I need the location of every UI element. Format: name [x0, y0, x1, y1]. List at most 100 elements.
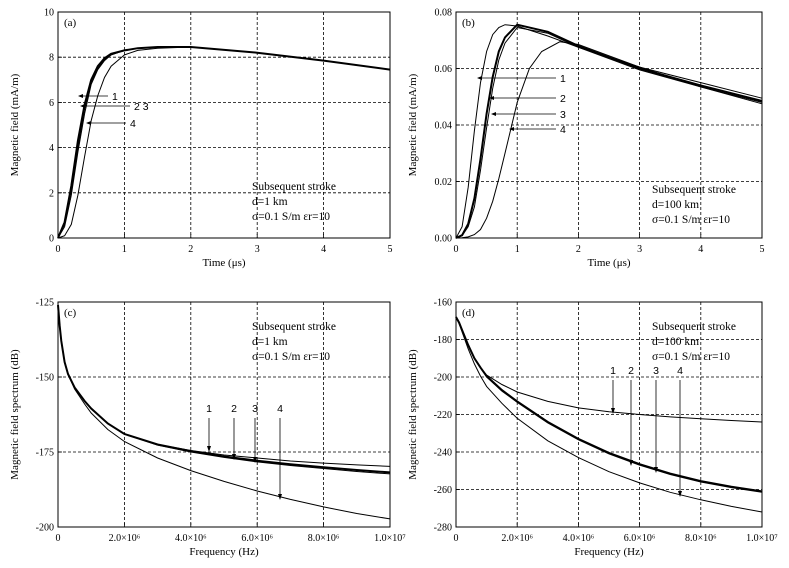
- y-tick-label: 0.06: [435, 64, 453, 75]
- arrow-head: [86, 121, 91, 125]
- y-tick-label: -200: [36, 523, 54, 534]
- curve-label-1: 1: [560, 73, 566, 85]
- arrow-head: [654, 467, 658, 473]
- y-tick-label: -175: [36, 448, 54, 459]
- x-tick-label: 6.0×10⁶: [241, 533, 273, 544]
- curve-label-4: 4: [677, 365, 683, 377]
- x-tick-label: 5: [760, 244, 765, 255]
- plot-frame: [455, 301, 763, 528]
- arrow-head: [278, 494, 282, 500]
- series-line-2: [57, 304, 391, 474]
- curve-label-2-3: 2 3: [134, 101, 149, 113]
- series-line-3: [455, 316, 763, 493]
- annotation-line: σ=0.1 S/m εr=10: [652, 214, 730, 226]
- curve-label-3: 3: [653, 365, 659, 377]
- annotation-line: d=1 km: [252, 336, 288, 348]
- annotation-line: d=100 km: [652, 336, 699, 348]
- y-tick-label: -280: [434, 523, 452, 534]
- arrow-head: [253, 457, 257, 463]
- series-line-2: [455, 316, 763, 493]
- panel-label: (d): [462, 307, 475, 319]
- curve-label-2: 2: [560, 93, 566, 105]
- arrow-head: [80, 104, 85, 108]
- x-axis-label: Frequency (Hz): [189, 546, 259, 558]
- y-tick-label: 0: [49, 234, 54, 245]
- arrow-head: [207, 446, 211, 452]
- x-axis-label: Time (μs): [587, 257, 630, 269]
- curve-label-4: 4: [277, 403, 283, 415]
- x-tick-label: 0: [454, 533, 459, 544]
- x-tick-label: 4.0×10⁶: [563, 533, 595, 544]
- annotation-line: Subsequent stroke: [652, 321, 736, 333]
- x-tick-label: 2: [576, 244, 581, 255]
- curve-label-2: 2: [628, 365, 634, 377]
- x-axis-label: Frequency (Hz): [574, 546, 644, 558]
- panel-label: (c): [64, 307, 77, 319]
- y-tick-label: -160: [434, 298, 452, 309]
- x-tick-label: 0: [454, 244, 459, 255]
- arrow-head: [477, 76, 482, 80]
- series-line-4: [57, 46, 391, 239]
- series-line-2: [455, 23, 763, 239]
- y-tick-label: -180: [434, 335, 452, 346]
- y-tick-label: 8: [49, 53, 54, 64]
- arrow-head: [78, 94, 83, 98]
- panel-d: 0 2.0×10⁶ 4.0×10⁶ 6.0×10⁶ 8.0×10⁶ 1.0×10⁷ -160…: [407, 298, 778, 559]
- panel-c: 0 2.0×10⁶ 4.0×10⁶ 6.0×10⁶ 8.0×10⁶ 1.0×10⁷ -125…: [9, 298, 406, 559]
- x-tick-label: 5: [388, 244, 393, 255]
- annotation-line: d=1 km: [252, 196, 288, 208]
- y-axis-label: Magnetic field spectrum (dB): [407, 349, 419, 480]
- y-tick-label: 6: [49, 98, 54, 109]
- arrow-head: [491, 112, 496, 116]
- series-line-3: [455, 26, 763, 239]
- annotation-line: σ=0.1 S/m εr=10: [652, 351, 730, 363]
- curve-label-1: 1: [112, 91, 118, 103]
- y-tick-label: -200: [434, 373, 452, 384]
- x-tick-label: 0: [56, 244, 61, 255]
- x-tick-label: 4: [698, 244, 703, 255]
- x-tick-label: 2.0×10⁶: [501, 533, 533, 544]
- curve-label-1: 1: [206, 403, 212, 415]
- series-line-3: [57, 46, 391, 239]
- y-tick-label: -125: [36, 298, 54, 309]
- x-tick-label: 2.0×10⁶: [109, 533, 141, 544]
- x-tick-label: 8.0×10⁶: [308, 533, 340, 544]
- y-tick-label: 4: [49, 143, 54, 154]
- series-line-1: [57, 46, 391, 239]
- y-axis-label: Magnetic field spectrum (dB): [9, 349, 21, 480]
- arrow-head: [678, 491, 682, 497]
- panel-a: 0 1 2 3 4 5 0 2 4 6 8 10 (a) Time (μs) Magnetic field …: [9, 8, 393, 270]
- x-axis-label: Time (μs): [202, 257, 245, 269]
- y-tick-label: 0.08: [435, 8, 453, 19]
- x-tick-label: 1.0×10⁷: [746, 533, 778, 544]
- y-tick-label: -220: [434, 410, 452, 421]
- x-tick-label: 4: [321, 244, 326, 255]
- plot-frame: [455, 11, 763, 239]
- arrow-head: [611, 408, 615, 414]
- series-line-2: [57, 46, 391, 239]
- x-tick-label: 6.0×10⁶: [624, 533, 656, 544]
- curve-label-4: 4: [130, 118, 136, 130]
- series-line-4: [57, 304, 391, 520]
- arrow-head: [509, 127, 514, 131]
- annotation-line: σ=0.1 S/m εr=10: [252, 211, 330, 223]
- x-tick-label: 1: [122, 244, 127, 255]
- y-tick-label: 2: [49, 188, 54, 199]
- plot-frame: [57, 301, 391, 528]
- annotation-line: d=100 km: [652, 199, 699, 211]
- arrow-head: [489, 96, 494, 100]
- series-line-1: [57, 304, 391, 467]
- y-tick-label: 0.00: [435, 234, 453, 245]
- curve-label-4: 4: [560, 124, 566, 136]
- y-tick-label: 0.02: [435, 177, 453, 188]
- series-line-4: [455, 41, 763, 239]
- panel-label: (a): [64, 17, 77, 29]
- y-tick-label: -150: [36, 373, 54, 384]
- arrow-head: [232, 454, 236, 460]
- panel-label: (b): [462, 17, 475, 29]
- curve-label-3: 3: [560, 109, 566, 121]
- curve-label-1: 1: [610, 365, 616, 377]
- annotation-line: Subsequent stroke: [652, 184, 736, 196]
- x-tick-label: 3: [637, 244, 642, 255]
